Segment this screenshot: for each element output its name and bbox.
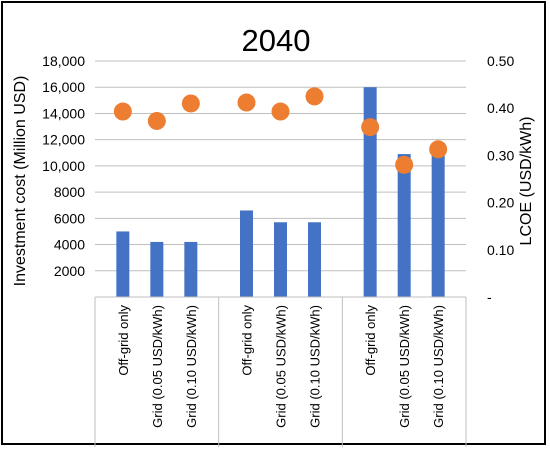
bar — [274, 222, 287, 297]
category-axis: Off-grid only Grid (0.05 USD/kWh) Grid (0.… — [94, 296, 467, 447]
left-tick-label: 2000 — [54, 263, 85, 279]
right-tick-label: - — [487, 289, 492, 305]
chart-title: 2040 — [242, 23, 311, 58]
category-label: Grid (0.05 USD/kWh) — [397, 305, 412, 428]
category-label: Off-grid only — [116, 305, 131, 376]
left-tick-label: 8000 — [54, 184, 85, 200]
bar — [431, 152, 445, 297]
left-tick-label: 10,000 — [42, 158, 85, 174]
bar-series — [116, 87, 445, 297]
left-tick-label: 4000 — [54, 237, 85, 253]
category-label: Grid (0.10 USD/kWh) — [431, 305, 446, 428]
left-tick-label: 12,000 — [42, 132, 85, 148]
scatter-point — [305, 87, 324, 106]
bar — [397, 154, 411, 297]
bar — [184, 241, 198, 297]
category-label: Off-grid only — [363, 305, 378, 376]
left-axis-ticks: 2000 4000 6000 8000 10,000 12,000 14,000 16,000… — [42, 53, 85, 279]
scatter-point — [361, 118, 380, 137]
category-label: Grid (0.10 USD/kWh) — [184, 305, 199, 428]
left-tick-label: 16,000 — [42, 79, 85, 95]
scatter-point — [147, 111, 166, 130]
right-tick-label: 0.50 — [487, 53, 514, 69]
left-axis-label: Investment cost (Million USD) — [12, 76, 29, 287]
scatter-point — [237, 93, 256, 112]
scatter-point — [271, 102, 290, 121]
category-label: Grid (0.10 USD/kWh) — [308, 305, 323, 428]
right-axis-label: LCOE (USD/kWh) — [518, 117, 535, 246]
category-label: Grid (0.05 USD/kWh) — [150, 305, 165, 428]
left-tick-label: 18,000 — [42, 53, 85, 69]
scatter-point — [113, 102, 132, 121]
category-label: Grid (0.05 USD/kWh) — [274, 305, 289, 428]
bar — [363, 87, 377, 297]
right-tick-label: 0.20 — [487, 195, 514, 211]
left-tick-label: 6000 — [54, 210, 85, 226]
right-tick-label: 0.30 — [487, 147, 514, 163]
bar — [308, 222, 321, 297]
right-tick-label: 0.40 — [487, 100, 514, 116]
left-tick-label: 14,000 — [42, 105, 85, 121]
category-label: Off-grid only — [240, 305, 255, 376]
scatter-point — [181, 94, 200, 113]
right-tick-label: 0.10 — [487, 242, 514, 258]
right-axis-ticks: - 0.10 0.20 0.30 0.40 0.50 — [487, 53, 514, 305]
scatter-series — [113, 87, 448, 174]
chart: 2040 2000 4000 6000 8000 10,000 12,000 14,000 1… — [12, 23, 535, 447]
scatter-point — [395, 155, 414, 174]
bar — [240, 210, 253, 297]
scatter-point — [429, 140, 448, 159]
bar — [150, 241, 164, 297]
bar — [116, 231, 130, 297]
